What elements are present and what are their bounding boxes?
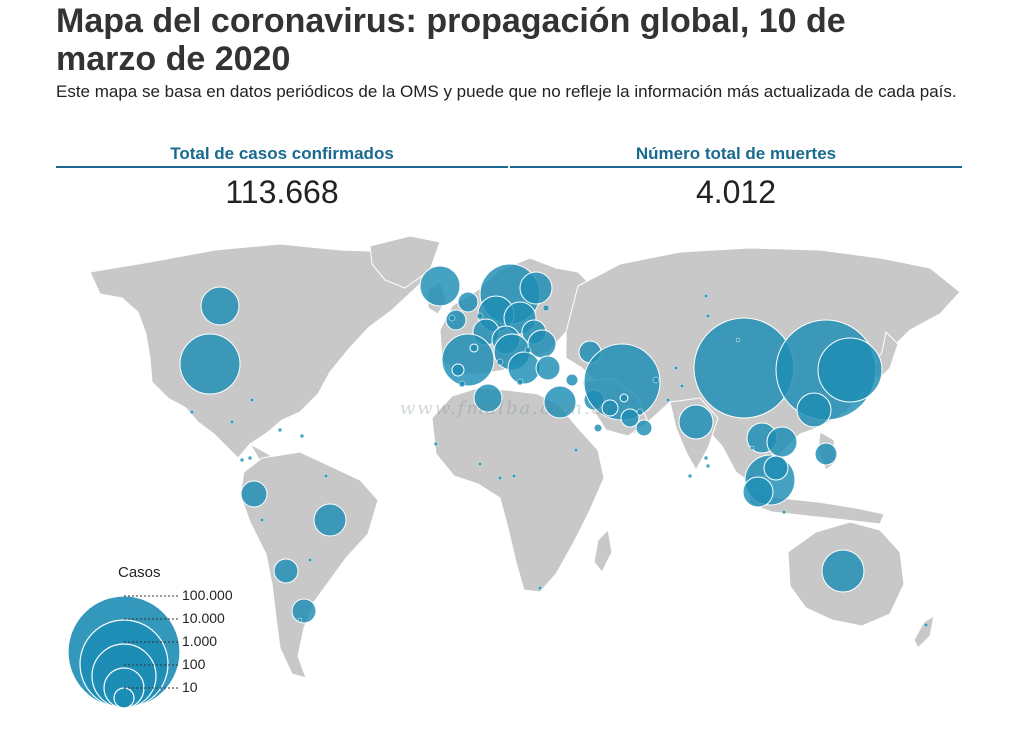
case-bubble[interactable] [796,392,832,428]
case-bubble[interactable] [817,337,883,403]
case-bubble[interactable] [678,404,714,440]
case-bubble[interactable] [573,447,579,453]
case-bubble[interactable] [687,473,693,479]
case-bubble[interactable] [477,461,483,467]
case-bubble[interactable] [476,312,484,320]
case-bubble[interactable] [240,480,268,508]
land-south-america [239,451,379,679]
case-bubble[interactable] [200,286,240,326]
case-bubble[interactable] [535,355,561,381]
case-bubble[interactable] [781,509,787,515]
case-bubble[interactable] [636,408,644,416]
legend-label-1000: 1.000 [182,633,217,649]
case-bubble[interactable] [445,309,467,331]
land-africa [431,387,605,593]
case-bubble[interactable] [635,419,653,437]
case-bubble[interactable] [619,393,629,403]
legend-circles [67,595,181,709]
case-bubble[interactable] [537,585,543,591]
case-bubble[interactable] [273,558,299,584]
land-new-zealand [913,614,935,649]
case-bubble[interactable] [249,397,255,403]
case-bubble[interactable] [735,337,741,343]
case-bubble[interactable] [507,351,541,385]
legend: 100.000 10.000 1.000 100 10 [67,587,233,709]
case-bubble[interactable] [307,557,313,563]
land-north-america [89,243,431,459]
case-bubble[interactable] [189,409,195,415]
total-deaths-stat: Número total de muertes 4.012 [510,144,962,210]
case-bubble[interactable] [419,265,461,307]
case-bubble[interactable] [516,378,524,386]
case-bubble[interactable] [496,358,504,366]
case-bubble[interactable] [673,365,679,371]
case-bubble[interactable] [543,385,577,419]
case-bubble[interactable] [705,463,711,469]
case-bubble[interactable] [814,442,838,466]
legend-circle [113,687,135,709]
total-deaths-label: Número total de muertes [510,144,962,168]
case-bubble[interactable] [473,383,503,413]
legend-lines [124,595,178,689]
total-cases-label: Total de casos confirmados [56,144,508,168]
case-bubble[interactable] [652,376,660,384]
case-bubble[interactable] [297,617,303,623]
case-bubble[interactable] [433,441,439,447]
case-bubble[interactable] [511,473,517,479]
legend-label-10000: 10.000 [182,610,225,626]
case-bubble[interactable] [448,314,456,322]
case-bubble[interactable] [299,433,305,439]
case-bubble[interactable] [565,373,579,387]
case-bubble[interactable] [259,517,265,523]
page-title: Mapa del coronavirus: propagación global… [56,2,846,78]
land-greenland [369,235,441,289]
legend-label-10: 10 [182,679,198,695]
case-bubble[interactable] [519,271,553,305]
case-bubble[interactable] [239,457,245,463]
legend-label-100: 100 [182,656,206,672]
case-bubble[interactable] [458,380,466,388]
case-bubble[interactable] [620,408,640,428]
page-subtitle: Este mapa se basa en datos periódicos de… [56,82,957,101]
watermark-text: www.fmalba.com.ar [400,398,616,419]
case-bubble[interactable] [229,419,235,425]
case-bubble[interactable] [277,427,283,433]
case-bubble[interactable] [524,346,532,354]
case-bubble[interactable] [497,475,503,481]
case-bubble[interactable] [821,549,865,593]
case-bubble[interactable] [763,455,789,481]
case-bubble[interactable] [247,455,253,461]
case-bubble[interactable] [291,598,317,624]
case-bubble[interactable] [601,399,619,417]
total-deaths-value: 4.012 [695,174,777,210]
case-bubbles [179,263,929,628]
case-bubble[interactable] [923,622,929,628]
total-cases-stat: Total de casos confirmados 113.668 [56,144,508,210]
case-bubble[interactable] [542,304,550,312]
case-bubble[interactable] [705,313,711,319]
land-madagascar [593,528,613,573]
world-map[interactable]: 100.000 10.000 1.000 100 10 [0,222,1024,749]
case-bubble[interactable] [703,293,709,299]
case-bubble[interactable] [179,333,241,395]
total-cases-value: 113.668 [225,174,339,210]
legend-label-100000: 100.000 [182,587,233,603]
case-bubble[interactable] [665,397,671,403]
case-bubble[interactable] [457,291,479,313]
case-bubble[interactable] [749,445,755,451]
case-bubble[interactable] [703,455,709,461]
case-bubble[interactable] [593,423,603,433]
case-bubble[interactable] [451,363,465,377]
stats-panel: Total de casos confirmados 113.668 Númer… [56,144,962,214]
case-bubble[interactable] [323,473,329,479]
legend-title: Casos [118,564,161,581]
case-bubble[interactable] [313,503,347,537]
case-bubble[interactable] [679,383,685,389]
case-bubble[interactable] [469,343,479,353]
case-bubble[interactable] [441,333,495,387]
case-bubble[interactable] [742,476,774,508]
case-bubble[interactable] [766,426,798,458]
